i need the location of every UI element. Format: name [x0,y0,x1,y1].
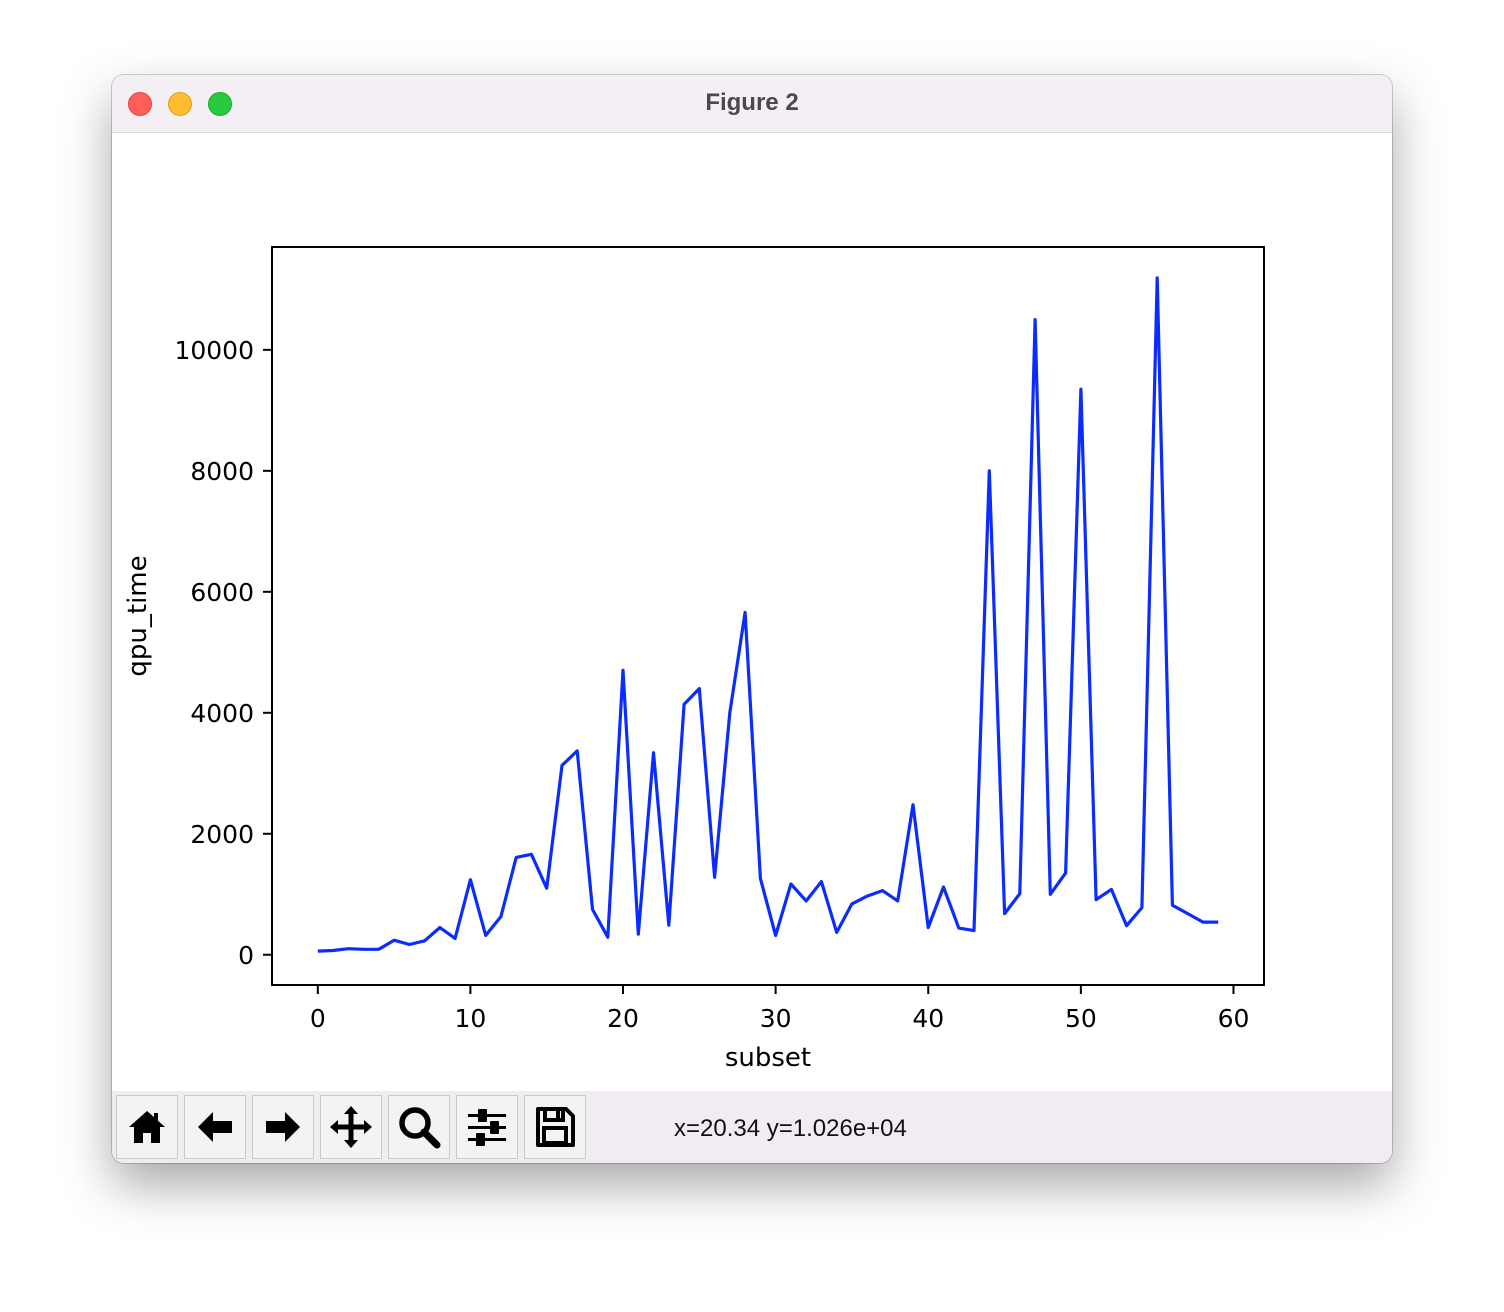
series-line [317,276,1219,953]
plot-area-frame [271,246,1265,986]
y-tick-label: 4000 [190,699,254,728]
x-tick-label: 30 [760,1004,792,1033]
x-tick-label: 0 [310,1004,326,1033]
line-chart: 0 10 20 30 40 50 60 0 2000 4000 6000 8000 10000 subs… [123,246,1265,1073]
x-tick-label: 20 [607,1004,639,1033]
figure-canvas[interactable]: 0 10 20 30 40 50 60 0 2000 4000 6000 8000 10000 subs… [112,133,1392,1091]
y-tick-label: 10000 [174,336,254,365]
y-tick-label: 2000 [190,820,254,849]
sliders-icon [468,1109,506,1146]
back-button[interactable] [184,1095,246,1159]
save-icon [536,1107,575,1147]
figure-window: Figure 2 0 10 20 30 40 50 60 0 2000 4000 6000 8000 1… [112,75,1392,1163]
move-icon [330,1106,372,1148]
y-tick-label: 8000 [190,457,254,486]
title-bar: Figure 2 [112,75,1392,133]
y-tick-label: 6000 [190,578,254,607]
x-tick-label: 40 [912,1004,944,1033]
y-tick-label: 0 [238,941,254,970]
home-button[interactable] [116,1095,178,1159]
pan-button[interactable] [320,1095,382,1159]
x-tick-label: 50 [1065,1004,1097,1033]
zoom-button[interactable] [388,1095,450,1159]
save-button[interactable] [524,1095,586,1159]
window-title: Figure 2 [705,89,799,116]
arrow-left-icon [198,1112,232,1142]
arrow-right-icon [266,1112,300,1142]
close-window-button[interactable] [128,92,152,116]
search-icon [399,1107,441,1149]
x-axis-label: subset [725,1043,811,1073]
minimize-window-button[interactable] [168,92,192,116]
y-axis-label: qpu_time [123,555,153,676]
x-tick-label: 60 [1218,1004,1250,1033]
cursor-coordinates: x=20.34 y=1.026e+04 [674,1115,907,1142]
configure-subplots-button[interactable] [456,1095,518,1159]
navigation-toolbar: x=20.34 y=1.026e+04 [112,1091,1392,1163]
home-icon [129,1111,165,1143]
x-tick-label: 10 [454,1004,486,1033]
forward-button[interactable] [252,1095,314,1159]
zoom-window-button[interactable] [208,92,232,116]
